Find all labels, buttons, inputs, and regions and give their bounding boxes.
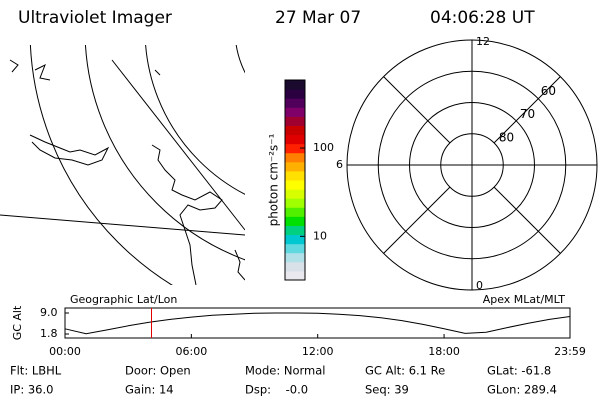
colorbar-swatch	[285, 207, 305, 217]
colorbar-swatch	[285, 116, 305, 126]
info-field: Door: Open	[125, 364, 191, 378]
colorbar-swatch	[285, 143, 305, 154]
colorbar-swatch	[285, 189, 305, 199]
x-tick-label: 23:59	[554, 345, 586, 358]
colorbar-swatch	[285, 225, 305, 236]
colorbar-swatch	[285, 125, 305, 136]
x-tick-label: 00:00	[49, 345, 81, 358]
info-field: Mode: Normal	[245, 364, 325, 378]
coastline	[34, 63, 51, 81]
coastline	[29, 134, 110, 166]
polar-spoke	[383, 186, 451, 254]
coastline	[9, 59, 19, 73]
map	[0, 45, 245, 285]
polar-spoke	[383, 76, 451, 144]
date: 27 Mar 07	[275, 8, 361, 28]
polar-lat-label: 70	[520, 107, 535, 121]
info-field: GC Alt: 6.1 Re	[365, 364, 445, 378]
colorbar-frame	[284, 79, 306, 281]
colorbar-swatch	[285, 261, 305, 272]
colorbar-swatch	[285, 216, 305, 226]
time: 04:06:28 UT	[430, 8, 535, 28]
info-field: Seq: 39	[365, 383, 409, 397]
colorbar-swatch	[285, 107, 305, 117]
y-tick-label: 9.0	[40, 306, 58, 319]
polar-mlt-label: 0	[476, 279, 483, 292]
orbit-line	[64, 312, 571, 335]
colorbar-swatch	[285, 170, 305, 181]
polar-spoke	[493, 186, 561, 254]
info-field: GLon: 289.4	[487, 383, 557, 397]
colorbar-swatch	[285, 134, 305, 145]
polar-spoke	[493, 76, 561, 144]
colorbar-swatch	[285, 198, 305, 208]
info-field: IP: 36.0	[10, 383, 53, 397]
colorbar-swatch	[285, 243, 305, 254]
map-grid	[145, 45, 245, 195]
map-grid	[111, 59, 245, 231]
y-tick-label: 1.8	[40, 327, 58, 340]
info-field: Flt: LBHL	[10, 364, 62, 378]
info-field: Dsp: -0.0	[245, 383, 308, 397]
orbit-ylabel: GC Alt	[11, 305, 24, 340]
map-grid	[0, 214, 245, 236]
orbit-title-left: Geographic Lat/Lon	[70, 293, 177, 306]
colorbar-swatch	[285, 80, 305, 90]
colorbar-swatch	[285, 180, 305, 190]
orbit-title-right: Apex MLat/MLT	[483, 293, 566, 306]
colorbar-swatch	[285, 234, 305, 245]
colorbar-swatch	[285, 89, 305, 99]
polar-mlt-label: 12	[476, 35, 490, 48]
colorbar-swatch	[285, 252, 305, 263]
polar-mlt-label: 6	[336, 158, 343, 171]
colorbar-swatch	[285, 270, 305, 281]
colorbar-label: photon cm⁻²s⁻¹	[267, 133, 281, 226]
info-field: GLat: -61.8	[487, 364, 551, 378]
coastline	[154, 69, 161, 76]
coastline	[151, 144, 223, 285]
coastline	[234, 249, 245, 281]
polar-lat-label: 60	[541, 84, 556, 98]
info-field: Gain: 14	[125, 383, 174, 397]
colorbar-tick-label: 100	[313, 141, 334, 154]
colorbar-swatch	[285, 152, 305, 163]
polar-lat-label: 80	[499, 130, 514, 144]
x-tick-label: 18:00	[428, 345, 460, 358]
title: Ultraviolet Imager	[18, 8, 172, 28]
orbit-frame	[64, 307, 571, 339]
colorbar-swatch	[285, 98, 305, 108]
x-tick-label: 12:00	[302, 345, 334, 358]
colorbar-swatch	[285, 161, 305, 172]
x-tick-label: 06:00	[176, 345, 208, 358]
colorbar-tick-label: 10	[313, 229, 327, 242]
